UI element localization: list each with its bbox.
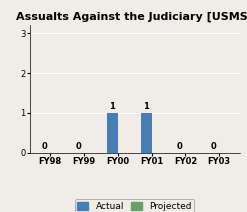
Text: 0: 0 [42,142,47,151]
Text: 0: 0 [177,142,183,151]
Text: 0: 0 [211,142,217,151]
Title: Assualts Against the Judiciary [USMS]: Assualts Against the Judiciary [USMS] [16,12,247,22]
Bar [141,113,152,153]
Text: 1: 1 [109,102,115,111]
Legend: Actual, Projected: Actual, Projected [75,199,194,212]
Bar [107,113,118,153]
Text: 0: 0 [76,142,81,151]
Text: 1: 1 [143,102,149,111]
